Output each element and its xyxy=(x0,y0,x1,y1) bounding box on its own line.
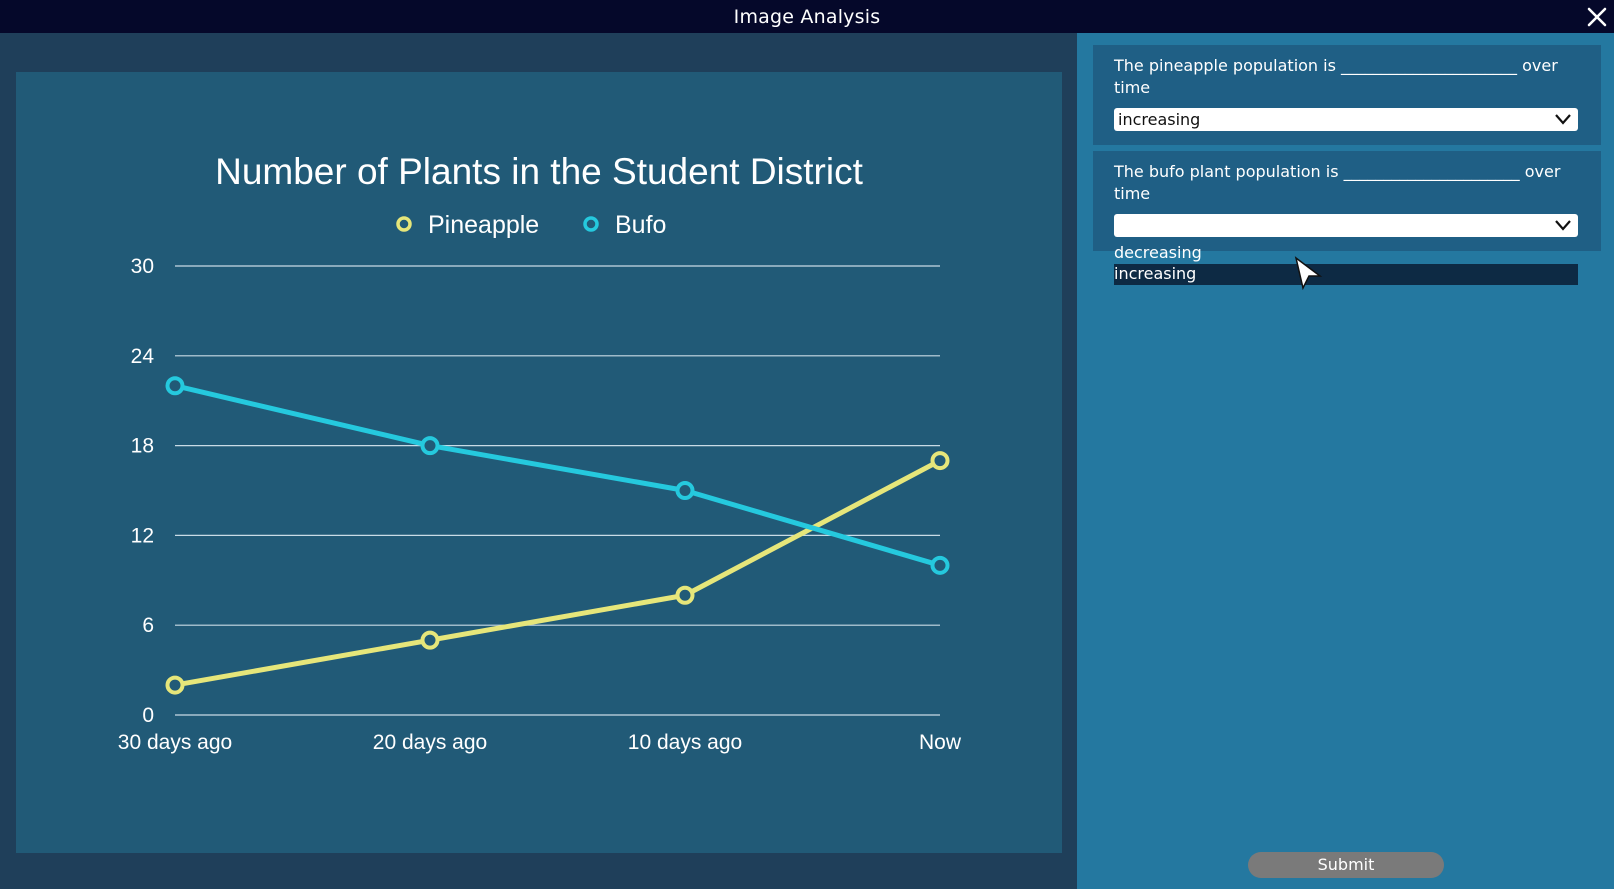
line-chart: Number of Plants in the Student District… xyxy=(118,151,962,754)
data-point-pineapple xyxy=(165,675,185,695)
data-point-bufo xyxy=(675,481,695,500)
question-2-select[interactable] xyxy=(1114,214,1578,237)
series-line-bufo xyxy=(174,383,941,568)
legend-label-pineapple: Pineapple xyxy=(428,211,539,239)
y-tick-label: 12 xyxy=(131,524,154,547)
data-point-pineapple xyxy=(675,585,695,605)
y-tick-label: 18 xyxy=(131,435,154,458)
chart-title: Number of Plants in the Student District xyxy=(215,151,864,192)
x-tick-label: 30 days ago xyxy=(118,731,232,754)
window-title: Image Analysis xyxy=(733,6,881,28)
data-point-bufo xyxy=(165,376,185,396)
x-tick-label: 10 days ago xyxy=(628,731,742,754)
title-bar: Image Analysis xyxy=(0,0,1614,33)
data-point-bufo xyxy=(930,555,950,575)
y-tick-label: 0 xyxy=(142,704,154,727)
mouse-pointer-icon xyxy=(1294,256,1323,290)
chevron-down-icon xyxy=(1555,220,1571,231)
question-2-dropdown-list: decreasing increasing xyxy=(1114,243,1578,285)
series-line-pineapple xyxy=(174,458,942,688)
question-1: The pineapple population is ____________… xyxy=(1093,45,1601,145)
submit-button[interactable]: Submit xyxy=(1248,852,1444,878)
x-tick-label: 20 days ago xyxy=(373,731,487,754)
question-panel: The pineapple population is ____________… xyxy=(1077,33,1614,889)
dropdown-option-decreasing[interactable]: decreasing xyxy=(1114,243,1202,262)
data-point-bufo xyxy=(420,436,440,456)
data-point-pineapple xyxy=(420,630,440,650)
question-1-selected-value: increasing xyxy=(1118,110,1201,129)
question-1-select[interactable]: increasing xyxy=(1114,108,1578,131)
question-2: The bufo plant population is ___________… xyxy=(1093,151,1601,251)
close-button[interactable] xyxy=(1584,4,1610,30)
x-tick-label: Now xyxy=(919,731,962,754)
chart-panel: Number of Plants in the Student District… xyxy=(16,72,1062,853)
y-tick-label: 24 xyxy=(131,345,155,368)
y-tick-label: 6 xyxy=(142,614,154,637)
chevron-down-icon xyxy=(1555,114,1571,125)
legend-label-bufo: Bufo xyxy=(615,211,666,239)
legend-marker-pineapple xyxy=(396,216,412,232)
y-tick-label: 30 xyxy=(131,255,154,278)
close-icon xyxy=(1587,7,1607,27)
question-2-text: The bufo plant population is ___________… xyxy=(1114,162,1561,203)
legend-marker-bufo xyxy=(583,216,599,232)
data-point-pineapple xyxy=(930,451,950,471)
dropdown-option-increasing[interactable]: increasing xyxy=(1114,264,1578,285)
question-1-text: The pineapple population is ____________… xyxy=(1114,56,1558,97)
